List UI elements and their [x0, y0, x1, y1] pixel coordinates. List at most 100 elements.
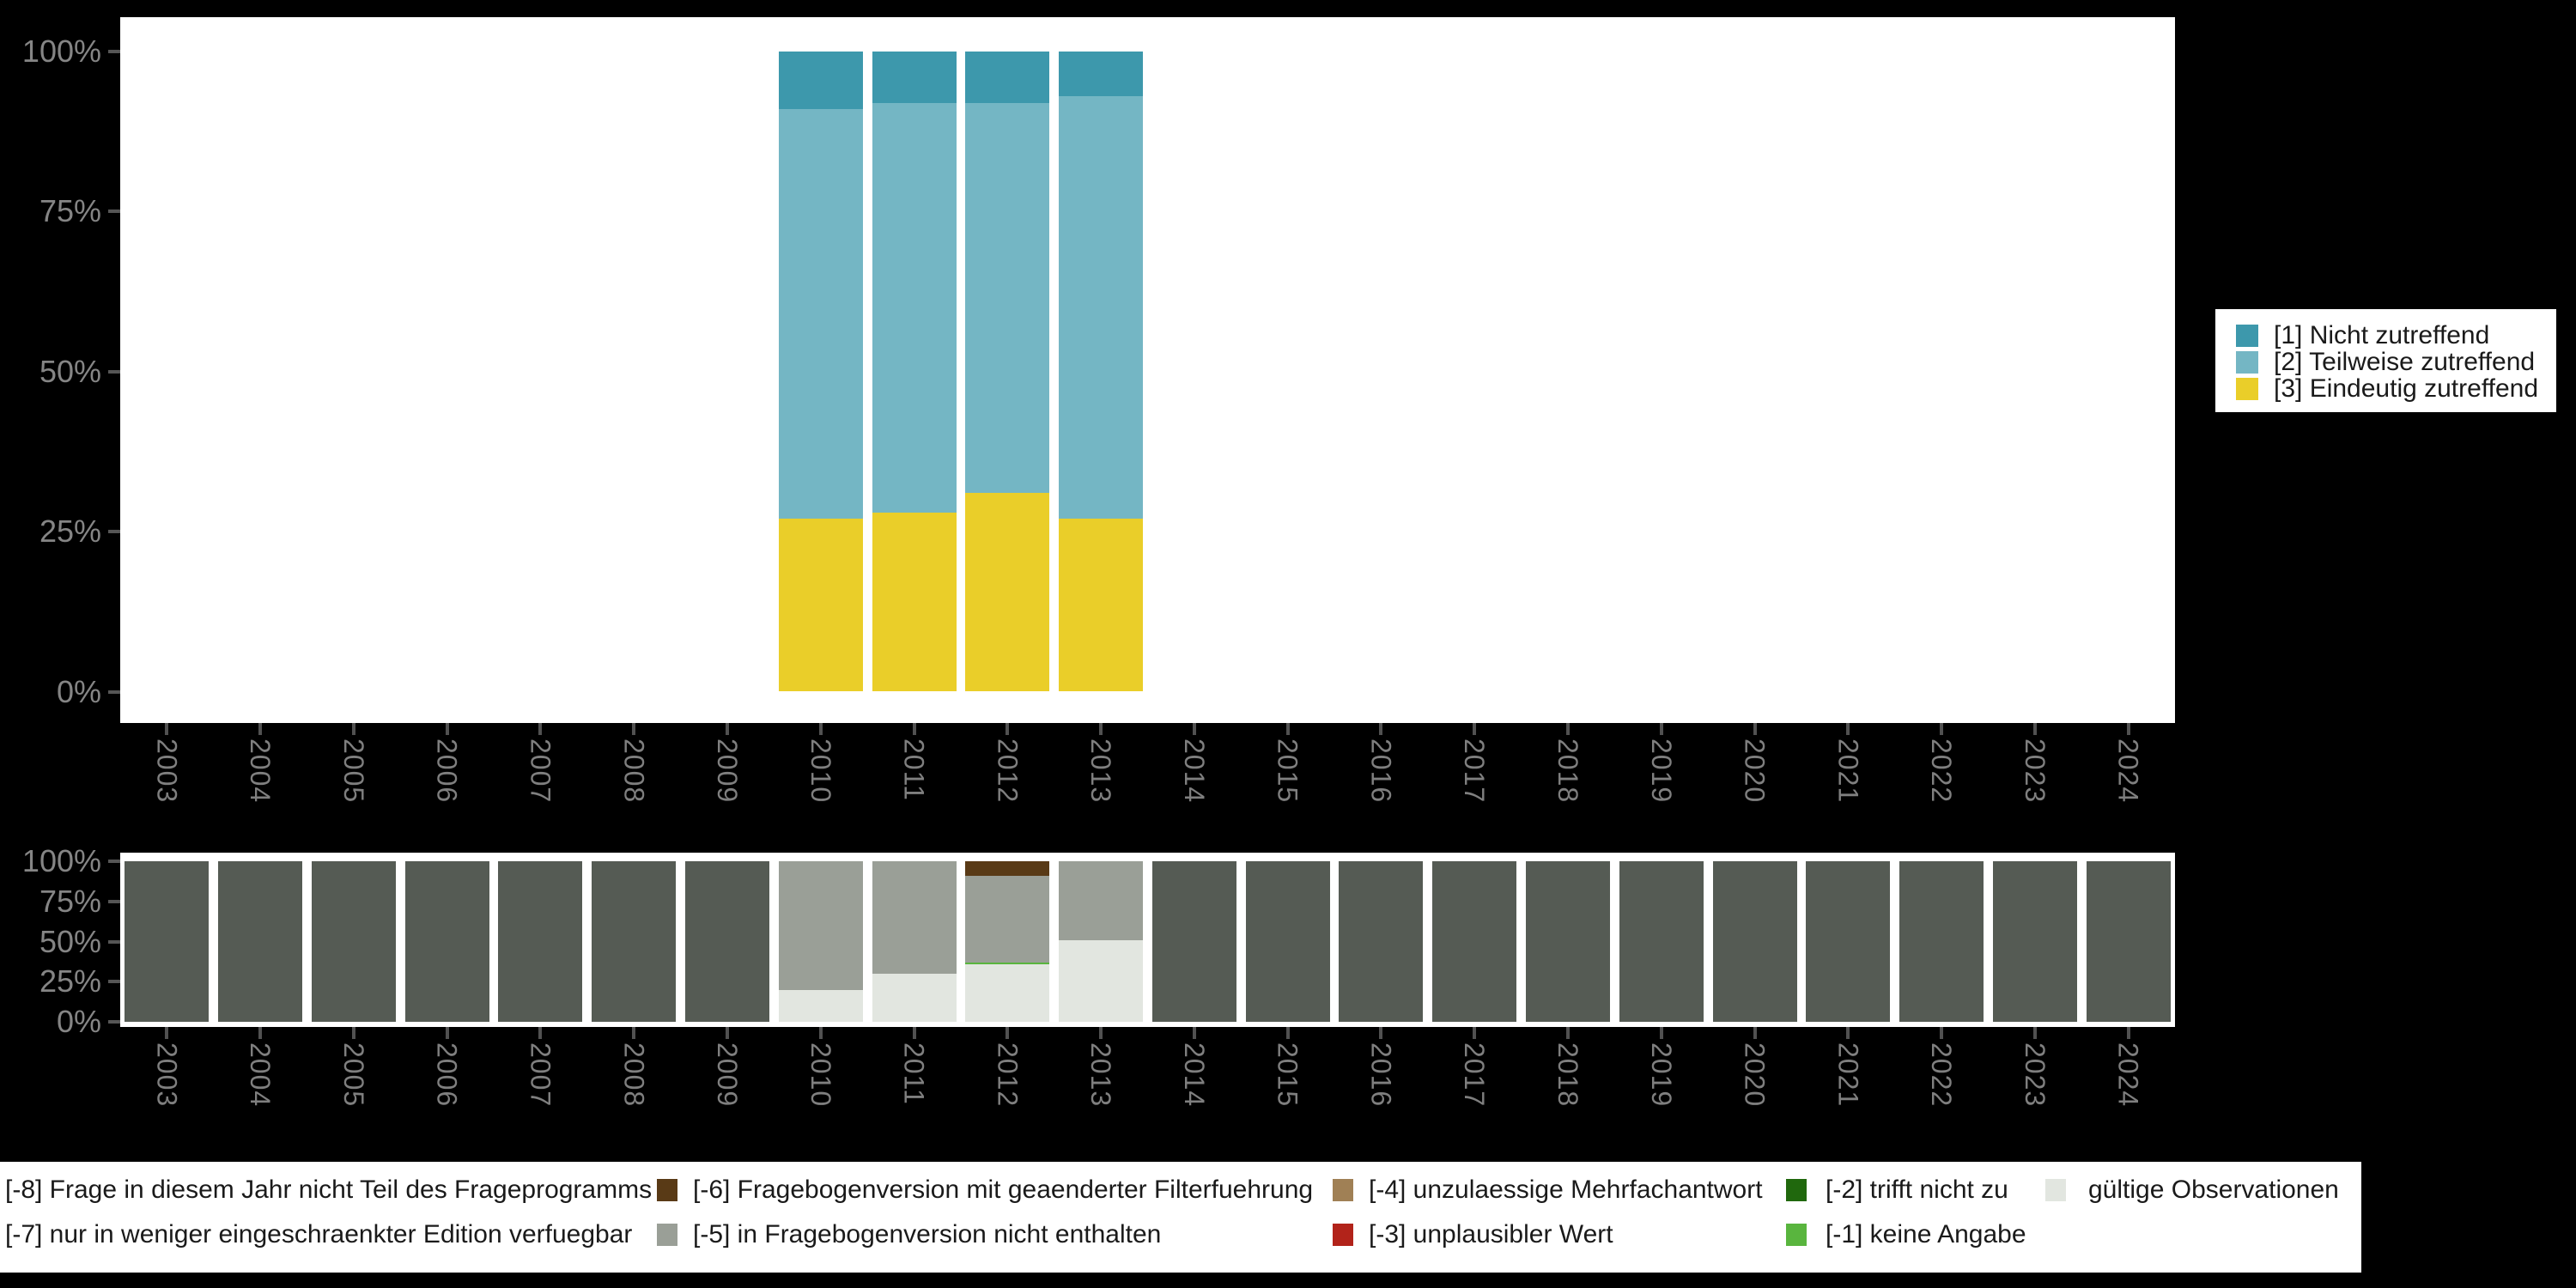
- x-axis-year-label: 2020: [1739, 738, 1771, 804]
- x-axis-tick: [912, 723, 916, 735]
- x-axis-year-label: 2012: [992, 1042, 1024, 1108]
- legend-label: [-3] unplausibler Wert: [1369, 1220, 1613, 1249]
- x-axis-tick: [1379, 1027, 1383, 1039]
- x-axis-tick: [1379, 723, 1383, 735]
- x-axis-year-label: 2022: [1926, 738, 1958, 804]
- x-axis-tick: [258, 1027, 263, 1039]
- x-axis-tick: [1846, 1027, 1850, 1039]
- bar-segment: [965, 861, 1050, 876]
- bar-segment: [1619, 861, 1704, 1022]
- x-axis-year-label: 2015: [1272, 738, 1303, 804]
- y-axis-tick-label: 75%: [39, 193, 101, 229]
- bar-segment: [965, 52, 1050, 103]
- legend-key-swatch: [657, 1224, 677, 1246]
- x-axis-tick: [1753, 1027, 1757, 1039]
- x-axis-year-label: 2006: [431, 1042, 463, 1108]
- bar-segment: [404, 861, 489, 1022]
- bar-segment: [1059, 96, 1144, 519]
- legend-label: gültige Observationen: [2088, 1176, 2339, 1204]
- x-axis-tick: [726, 723, 730, 735]
- x-axis-tick: [2032, 1027, 2037, 1039]
- x-axis-tick: [1099, 1027, 1103, 1039]
- bar-segment: [1059, 519, 1144, 692]
- x-axis-year-label: 2005: [337, 1042, 369, 1108]
- bar-segment: [778, 109, 863, 519]
- x-axis-tick: [1659, 1027, 1663, 1039]
- y-axis-tick-label: 25%: [39, 963, 101, 999]
- bar-segment: [1899, 861, 1984, 1022]
- legend-key-swatch: [1786, 1179, 1807, 1201]
- legend-key-swatch: [1786, 1224, 1807, 1246]
- legend-item: [3] Eindeutig zutreffend: [2236, 376, 2538, 402]
- x-axis-tick: [1940, 723, 1944, 735]
- x-axis-year-label: 2014: [1178, 1042, 1210, 1108]
- bar-segment: [965, 102, 1050, 494]
- legend-key-swatch: [2236, 325, 2258, 347]
- x-axis-year-label: 2019: [1645, 1042, 1677, 1108]
- legend-label: [-6] Fragebogenversion mit geaenderter F…: [693, 1176, 1314, 1204]
- legend-key-swatch: [1333, 1224, 1353, 1246]
- x-axis-tick: [445, 1027, 449, 1039]
- frequency-chart-plot-area: [120, 17, 2175, 723]
- x-axis-year-label: 2011: [898, 738, 930, 801]
- legend-label: [-4] unzulaessige Mehrfachantwort: [1369, 1176, 1763, 1204]
- x-axis-year-label: 2024: [2112, 1042, 2144, 1108]
- bar-segment: [1525, 861, 1610, 1022]
- bar-segment: [2086, 861, 2171, 1022]
- x-axis-tick: [1473, 723, 1477, 735]
- y-axis-tick-label: 50%: [39, 923, 101, 959]
- x-axis-year-label: 2015: [1272, 1042, 1303, 1108]
- x-axis-tick: [1846, 723, 1850, 735]
- y-axis-tick: [108, 860, 120, 863]
- x-axis-tick: [258, 723, 263, 735]
- x-axis-year-label: 2016: [1365, 1042, 1397, 1108]
- bar-segment: [311, 861, 396, 1022]
- bar-segment: [778, 861, 863, 990]
- legend-key-swatch: [2236, 378, 2258, 400]
- x-axis-tick: [818, 723, 823, 735]
- x-axis-year-label: 2013: [1085, 1042, 1117, 1108]
- bar-segment: [872, 52, 957, 103]
- x-axis-tick: [1192, 1027, 1196, 1039]
- bar-segment: [778, 519, 863, 692]
- x-axis-year-label: 2019: [1645, 738, 1677, 804]
- x-axis-year-label: 2007: [525, 1042, 556, 1108]
- y-axis-tick-label: 100%: [21, 843, 101, 878]
- legend-key-swatch: [2236, 351, 2258, 374]
- legend-item: [2] Teilweise zutreffend: [2236, 349, 2535, 375]
- x-axis-year-label: 2017: [1459, 738, 1491, 804]
- x-axis-year-label: 2014: [1178, 738, 1210, 804]
- y-axis-tick-label: 100%: [21, 33, 101, 69]
- x-axis-tick: [726, 1027, 730, 1039]
- legend-label: [-2] trifft nicht zu: [1826, 1176, 2008, 1204]
- x-axis-year-label: 2020: [1739, 1042, 1771, 1108]
- bar-segment: [1339, 861, 1424, 1022]
- y-axis-tick: [108, 1020, 120, 1024]
- legend-label: [-1] keine Angabe: [1826, 1220, 2026, 1249]
- legend-label: [-7] nur in weniger eingeschraenkter Edi…: [5, 1220, 633, 1249]
- x-axis-year-label: 2009: [712, 738, 744, 804]
- legend-item: [1] Nicht zutreffend: [2236, 323, 2489, 349]
- bar-segment: [778, 52, 863, 110]
- legend-key-swatch: [1333, 1179, 1353, 1201]
- bar-segment: [872, 102, 957, 513]
- bar-segment: [872, 861, 957, 974]
- x-axis-year-label: 2005: [337, 738, 369, 804]
- x-axis-tick: [632, 1027, 636, 1039]
- bar-segment: [965, 493, 1050, 692]
- x-axis-year-label: 2013: [1085, 738, 1117, 804]
- bar-segment: [965, 963, 1050, 1022]
- x-axis-tick: [818, 1027, 823, 1039]
- x-axis-year-label: 2017: [1459, 1042, 1491, 1108]
- x-axis-year-label: 2007: [525, 738, 556, 804]
- x-axis-tick: [538, 1027, 543, 1039]
- bar-segment: [218, 861, 303, 1022]
- x-axis-year-label: 2018: [1552, 738, 1583, 804]
- x-axis-tick: [445, 723, 449, 735]
- bar-segment: [778, 989, 863, 1022]
- x-axis-year-label: 2003: [151, 1042, 183, 1108]
- legend-label: [-8] Frage in diesem Jahr nicht Teil des…: [5, 1176, 653, 1204]
- x-axis-tick: [1099, 723, 1103, 735]
- bar-segment: [872, 973, 957, 1022]
- bar-segment: [1245, 861, 1330, 1022]
